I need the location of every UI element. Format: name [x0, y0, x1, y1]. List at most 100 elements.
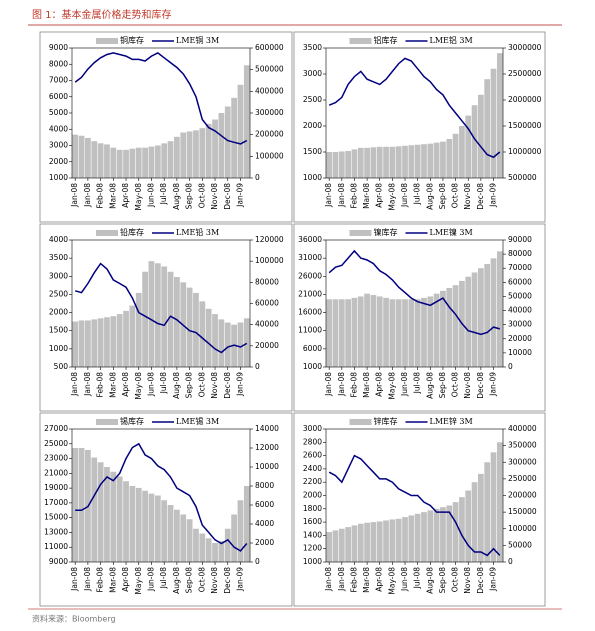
x-tick-label: Jun-08: [146, 567, 155, 592]
inventory-bar: [199, 128, 206, 178]
y-tick-label: 2400: [303, 464, 322, 473]
inventory-bar: [452, 133, 459, 178]
y2-tick-label: 30000: [508, 320, 532, 329]
legend-swatch: [96, 38, 118, 44]
inventory-bar: [376, 521, 383, 562]
y-tick-label: 11000: [298, 326, 322, 335]
inventory-bar: [395, 518, 402, 562]
inventory-bar: [110, 316, 117, 367]
inventory-bar: [72, 134, 79, 178]
x-tick-label: Oct-08: [197, 567, 206, 592]
inventory-bar: [446, 287, 453, 367]
y2-tick-label: 400000: [255, 86, 284, 95]
x-tick-label: Sep-08: [185, 372, 194, 399]
inventory-bar: [161, 143, 168, 178]
y2-tick-label: 200000: [508, 491, 537, 500]
x-tick-label: Oct-08: [197, 183, 206, 208]
y2-tick-label: 200000: [255, 130, 284, 139]
inventory-bar: [383, 146, 389, 178]
x-tick-label: Feb-08: [349, 372, 358, 398]
inventory-bar: [167, 141, 174, 178]
inventory-bar: [110, 471, 117, 562]
y-tick-label: 31000: [298, 253, 322, 262]
y-tick-label: 2000: [303, 121, 322, 130]
x-tick-label: Jun-08: [400, 183, 409, 208]
inventory-bar: [97, 318, 104, 367]
y-tick-label: 19000: [44, 483, 68, 492]
inventory-bar: [440, 507, 446, 562]
inventory-bar: [421, 297, 427, 367]
inventory-bar: [212, 314, 218, 367]
y-tick-label: 3000: [303, 69, 322, 78]
x-tick-label: May-08: [134, 183, 143, 211]
y-tick-label: 3000: [49, 141, 68, 150]
y-tick-label: 21000: [298, 289, 322, 298]
x-tick-label: Dec-08: [223, 567, 232, 594]
inventory-bar: [142, 490, 148, 562]
inventory-bar: [465, 490, 472, 562]
y-tick-label: 4000: [49, 124, 68, 133]
inventory-bar: [433, 293, 440, 367]
inventory-bar: [338, 151, 345, 178]
inventory-bar: [154, 495, 161, 562]
y2-tick-label: 150000: [508, 507, 537, 516]
x-tick-label: Jul-08: [413, 372, 422, 395]
panel-frame: [39, 412, 293, 607]
inventory-bar: [116, 476, 123, 562]
inventory-bar: [440, 290, 446, 367]
inventory-bar: [471, 272, 478, 367]
x-tick-label: Dec-08: [476, 183, 485, 210]
inventory-bar: [446, 505, 453, 562]
x-tick-label: Nov-08: [210, 183, 219, 210]
inventory-bar: [446, 139, 453, 178]
x-tick-label: Sep-08: [438, 183, 447, 210]
x-tick-label: Apr-08: [375, 183, 384, 208]
inventory-bar: [484, 263, 491, 367]
x-tick-label: Jun-08: [146, 372, 155, 397]
inventory-bar: [218, 113, 225, 178]
x-tick-label: Mar-08: [108, 567, 117, 593]
inventory-bar: [218, 319, 225, 367]
y-tick-label: 3000: [303, 424, 322, 433]
inventory-bar: [484, 79, 491, 178]
y-tick-label: 27000: [44, 424, 68, 433]
y-tick-label: 1000: [303, 173, 322, 182]
inventory-bar: [408, 299, 415, 367]
y2-tick-label: 0: [255, 173, 260, 182]
y-tick-label: 16000: [298, 308, 322, 317]
price-line: [74, 262, 248, 354]
inventory-bar: [243, 65, 250, 178]
panel-frame: [39, 223, 293, 412]
y-tick-label: 2500: [49, 289, 68, 298]
inventory-bar: [421, 512, 427, 562]
inventory-bar: [116, 149, 123, 178]
inventory-bar: [142, 147, 148, 178]
inventory-bar: [402, 517, 408, 562]
price-line: [328, 454, 501, 557]
y2-tick-label: 40000: [508, 306, 532, 315]
y-tick-label: 2500: [303, 95, 322, 104]
x-tick-label: Sep-08: [185, 567, 194, 594]
inventory-bar: [452, 502, 459, 562]
plot-frame: [71, 239, 251, 368]
x-tick-label: Jan-09: [235, 567, 244, 592]
y2-tick-label: 14000: [255, 424, 279, 433]
y2-tick-label: 6000: [255, 500, 274, 509]
inventory-bar: [338, 528, 345, 562]
y2-tick-label: 500000: [508, 173, 537, 182]
x-tick-label: Nov-08: [210, 372, 219, 399]
inventory-bar: [193, 292, 199, 367]
x-tick-label: Aug-08: [172, 183, 181, 210]
inventory-bar: [180, 514, 187, 562]
inventory-bar: [478, 94, 484, 178]
inventory-bar: [218, 541, 225, 562]
y-tick-label: 1000: [303, 557, 322, 566]
inventory-bar: [154, 263, 161, 367]
y-tick-label: 1000: [49, 344, 68, 353]
legend-label: 锌库存: [374, 416, 398, 426]
x-tick-label: Mar-08: [362, 372, 371, 398]
x-tick-label: Oct-08: [451, 372, 460, 397]
panel-frame: [293, 412, 546, 607]
y-tick-label: 3500: [49, 253, 68, 262]
x-tick-label: Feb-08: [349, 183, 358, 209]
